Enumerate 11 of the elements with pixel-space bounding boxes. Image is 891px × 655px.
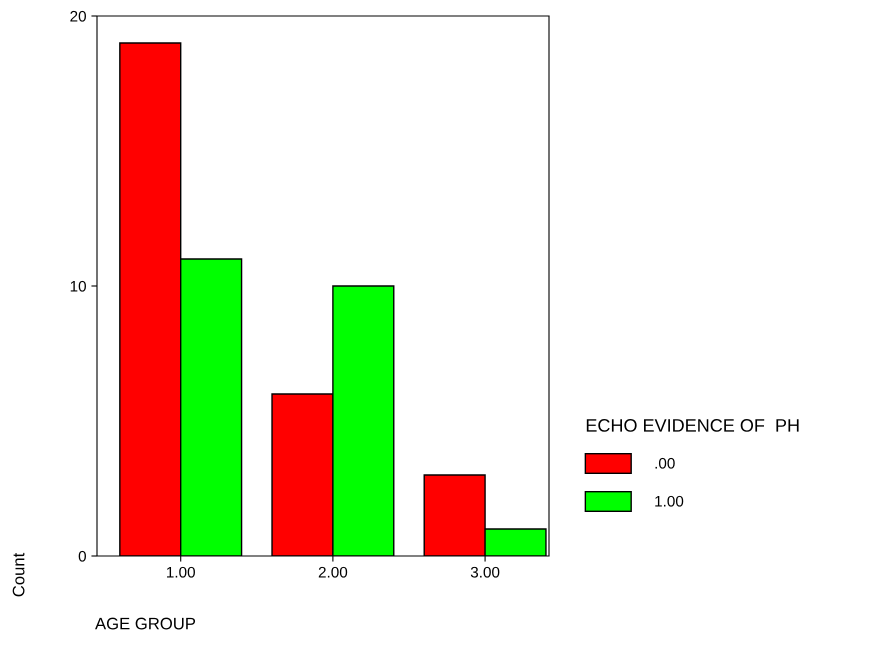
legend-title: ECHO EVIDENCE OF PH <box>586 419 799 432</box>
legend-label: 1.00 <box>655 496 684 507</box>
x-axis-title: AGE GROUP <box>95 618 196 630</box>
y-tick-label: 10 <box>70 280 86 292</box>
legend-label: .00 <box>655 458 675 469</box>
y-tick-label: 20 <box>70 10 86 22</box>
y-tick-label: 0 <box>78 550 86 562</box>
x-tick-label: 3.00 <box>470 566 500 578</box>
x-tick-label: 2.00 <box>318 566 348 578</box>
y-axis-title: Count <box>12 552 24 596</box>
x-tick-label: 1.00 <box>167 566 195 578</box>
